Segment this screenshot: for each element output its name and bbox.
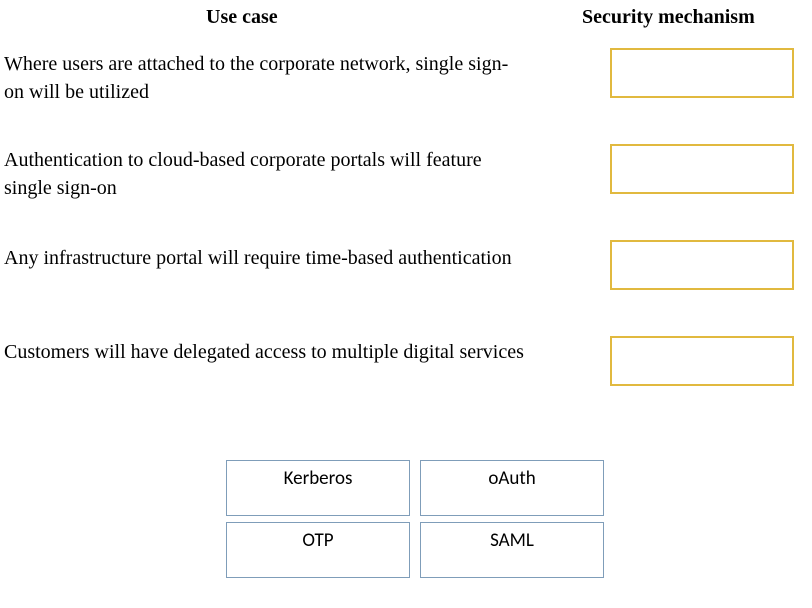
usecase-4: Customers will have delegated access to … (4, 338, 524, 366)
option-saml[interactable]: SAML (420, 522, 604, 578)
usecase-1: Where users are attached to the corporat… (4, 50, 524, 106)
drop-target-4[interactable] (610, 336, 794, 386)
drop-target-3[interactable] (610, 240, 794, 290)
option-kerberos[interactable]: Kerberos (226, 460, 410, 516)
drop-target-1[interactable] (610, 48, 794, 98)
usecase-3: Any infrastructure portal will require t… (4, 244, 524, 272)
matching-diagram: Use case Security mechanism Where users … (0, 0, 812, 608)
drop-target-2[interactable] (610, 144, 794, 194)
option-oauth[interactable]: oAuth (420, 460, 604, 516)
option-otp[interactable]: OTP (226, 522, 410, 578)
header-usecase: Use case (206, 6, 278, 29)
header-mechanism: Security mechanism (582, 6, 755, 29)
usecase-2: Authentication to cloud-based corporate … (4, 146, 524, 202)
